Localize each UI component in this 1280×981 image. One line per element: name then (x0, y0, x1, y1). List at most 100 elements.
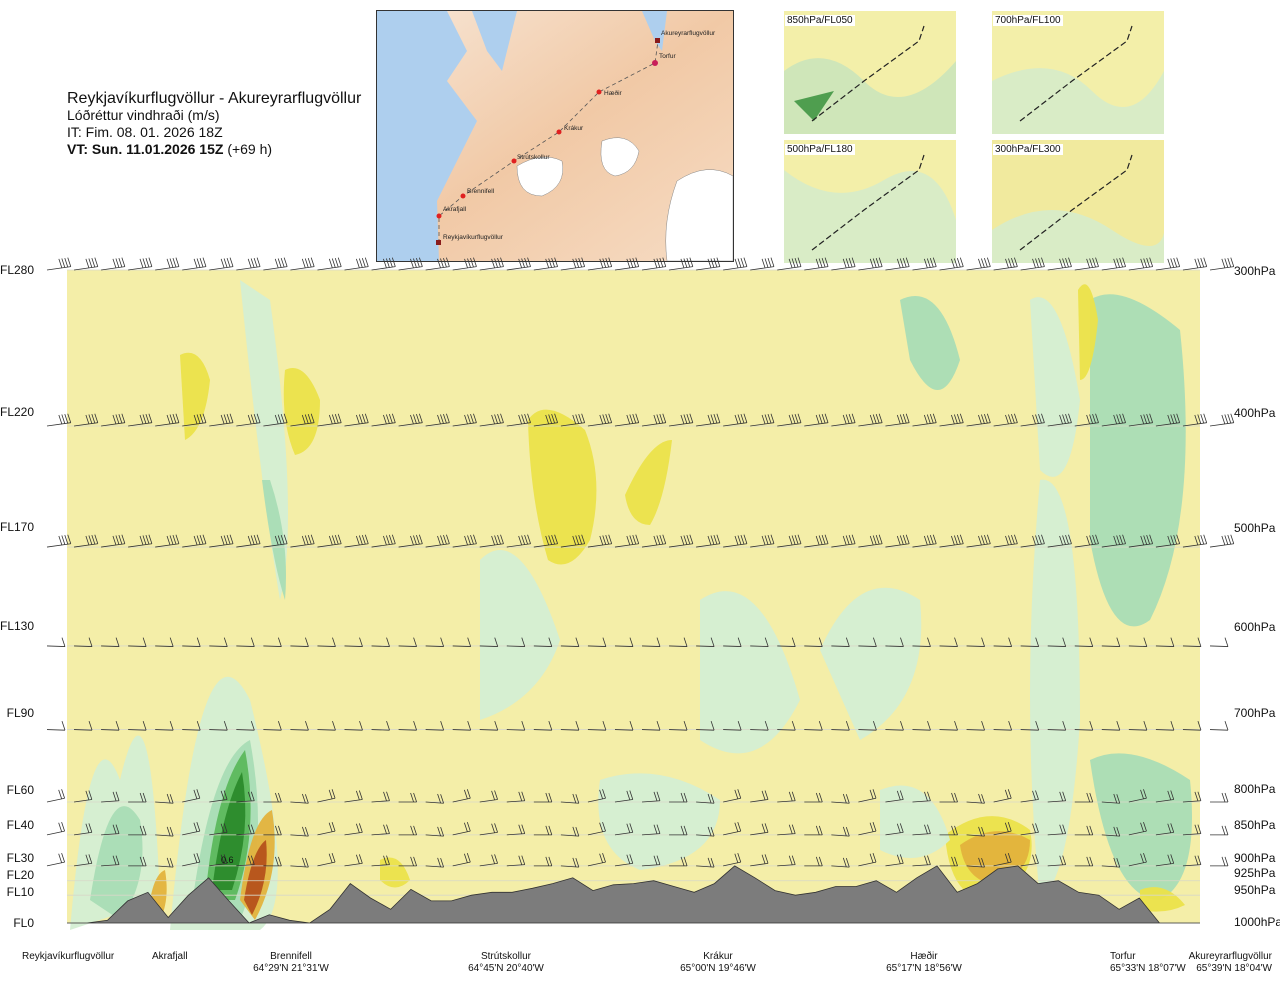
wind-barb (479, 721, 499, 731)
barb-feather (653, 855, 658, 865)
barb-shaft (1209, 266, 1234, 271)
wind-barb (1047, 824, 1067, 836)
velocity-contour (283, 368, 320, 455)
barb-shaft (614, 729, 633, 731)
barb-feather (683, 825, 688, 835)
wind-barb (1155, 637, 1175, 647)
barb-feather (172, 257, 177, 268)
barb-feather (551, 413, 556, 424)
barb-shaft (614, 422, 639, 427)
barb-feather (443, 413, 447, 424)
barb-feather (175, 413, 180, 423)
barb-feather (981, 721, 985, 731)
wind-barb (506, 413, 531, 427)
barb-feather (418, 257, 423, 267)
barb-feather (521, 721, 526, 731)
barb-shaft (479, 729, 498, 731)
wind-barb (560, 413, 586, 427)
barb-feather (386, 637, 390, 647)
barb-feather (896, 854, 901, 864)
wind-barb (750, 413, 775, 427)
barb-feather (193, 258, 198, 269)
barb-feather (572, 258, 577, 269)
wind-barb (858, 721, 877, 731)
barb-shaft (560, 266, 585, 271)
barb-feather (521, 258, 525, 268)
barb-shaft (1101, 266, 1126, 271)
barb-feather (575, 414, 580, 424)
barb-feather (274, 258, 279, 269)
wind-barb (209, 637, 228, 647)
barb-feather (118, 257, 123, 268)
barb-shaft (804, 266, 829, 271)
wind-barb (750, 854, 769, 867)
barb-feather (983, 257, 988, 268)
velocity-contour (262, 480, 286, 600)
barb-shaft (46, 543, 71, 548)
barb-feather (250, 258, 255, 268)
barb-feather (710, 794, 715, 804)
barb-feather (1170, 790, 1175, 800)
wind-barb (506, 534, 531, 548)
barb-feather (1038, 413, 1042, 424)
wind-barb (614, 854, 634, 867)
wind-barb (425, 721, 445, 731)
barb-shaft (804, 645, 823, 647)
wind-barb (912, 791, 931, 803)
barb-feather (1230, 413, 1235, 423)
flight-level-label: FL10 (6, 885, 34, 899)
wind-barb (642, 721, 661, 731)
barb-shaft (209, 266, 234, 271)
thumbnail-500hpa[interactable]: 500hPa/FL180 (784, 140, 956, 263)
barb-feather (1221, 414, 1226, 425)
barb-feather (602, 721, 607, 731)
barb-feather (202, 534, 207, 544)
barb-feather (332, 637, 336, 647)
barb-feather (524, 257, 528, 268)
barb-feather (1224, 721, 1229, 731)
wind-barb (1182, 791, 1202, 803)
barb-shaft (1128, 543, 1153, 548)
barb-feather (61, 637, 66, 647)
barb-feather (1116, 535, 1121, 545)
wind-barb (1155, 721, 1175, 731)
barb-shaft (182, 422, 207, 427)
barb-feather (64, 413, 69, 424)
barb-feather (896, 535, 901, 546)
barb-feather (1068, 413, 1072, 423)
barb-feather (166, 258, 171, 269)
thumbnail-700hpa[interactable]: 700hPa/FL100 (992, 11, 1164, 134)
barb-feather (1014, 413, 1018, 423)
thumbnail-label: 500hPa/FL180 (785, 144, 855, 155)
barb-feather (1041, 257, 1045, 267)
barb-feather (981, 258, 985, 268)
wind-barb (101, 791, 120, 803)
barb-shaft (885, 645, 904, 647)
barb-feather (927, 824, 931, 834)
barb-feather (959, 534, 964, 544)
thumbnail-850hpa[interactable]: 850hPa/FL050 (784, 11, 956, 134)
barb-feather (229, 413, 234, 423)
barb-shaft (73, 422, 98, 427)
barb-feather (88, 258, 93, 268)
thumbnail-300hpa[interactable]: 300hPa/FL300 (992, 140, 1164, 263)
barb-feather (956, 257, 961, 268)
barb-feather (497, 535, 501, 545)
barb-shaft (398, 266, 423, 271)
velocity-contour (625, 440, 672, 525)
barb-shaft (236, 729, 255, 731)
wind-barb (669, 637, 688, 647)
wind-barb (1074, 413, 1099, 427)
barb-feather (466, 852, 471, 863)
location-name: Akrafjall (152, 951, 188, 962)
barb-feather (1062, 414, 1066, 424)
wind-barb (371, 257, 396, 271)
barb-feather (196, 821, 201, 832)
wind-barb (1155, 823, 1175, 836)
barb-feather (280, 535, 285, 545)
location-label: Brennifell 64°29'N 21°31'W (246, 951, 336, 975)
velocity-contour (880, 785, 950, 858)
barb-shaft (831, 645, 850, 647)
barb-shaft (939, 266, 964, 271)
location-label: Strútskollur 64°45'N 20°40'W (461, 951, 551, 975)
